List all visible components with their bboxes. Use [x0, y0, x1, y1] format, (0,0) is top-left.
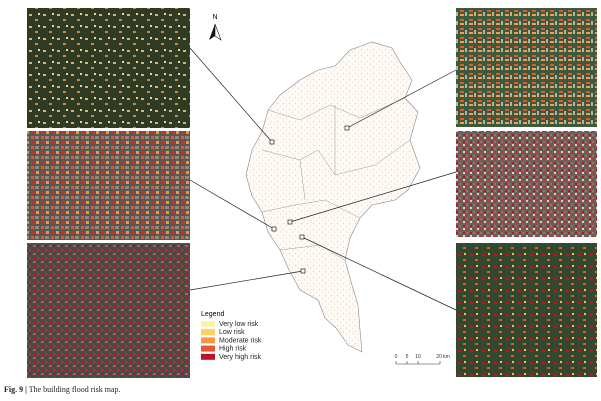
- legend-label: Very low risk: [219, 321, 259, 328]
- legend-swatch: [201, 345, 215, 352]
- caption-label: Fig. 9 |: [4, 385, 27, 394]
- legend-swatch: [201, 353, 215, 360]
- inset-image: [27, 131, 190, 240]
- legend-label: Moderate risk: [219, 337, 262, 344]
- scale-labels: 0 5 10 20 km: [395, 354, 450, 360]
- risk-buildings: [246, 42, 420, 352]
- legend-swatch: [201, 329, 215, 336]
- scale-bar: [395, 361, 441, 365]
- caption: Fig. 9 | The building flood risk map.: [4, 385, 121, 394]
- caption-text: The building flood risk map.: [28, 385, 121, 394]
- north-arrow: N: [209, 14, 222, 41]
- legend-title: Legend: [201, 311, 224, 318]
- scale-label: 5: [406, 354, 409, 360]
- scale-label: 0: [395, 354, 398, 360]
- map: [245, 41, 421, 353]
- legend-swatch: [201, 337, 215, 344]
- legend-label: Very high risk: [219, 354, 262, 361]
- legend-swatch: [201, 321, 215, 327]
- inset-image: [456, 8, 597, 127]
- inset-image: [27, 243, 190, 378]
- legend-label: Low risk: [219, 329, 245, 336]
- inset-image: [456, 243, 597, 377]
- inset-image: [456, 131, 597, 237]
- connectors: [189, 47, 457, 311]
- scale-label: 20 km: [436, 354, 450, 360]
- district-boundaries: [261, 97, 411, 261]
- scale-label: 10: [415, 354, 421, 360]
- north-label: N: [212, 14, 217, 21]
- legend-label: High risk: [219, 346, 247, 353]
- inset-image: [27, 8, 190, 128]
